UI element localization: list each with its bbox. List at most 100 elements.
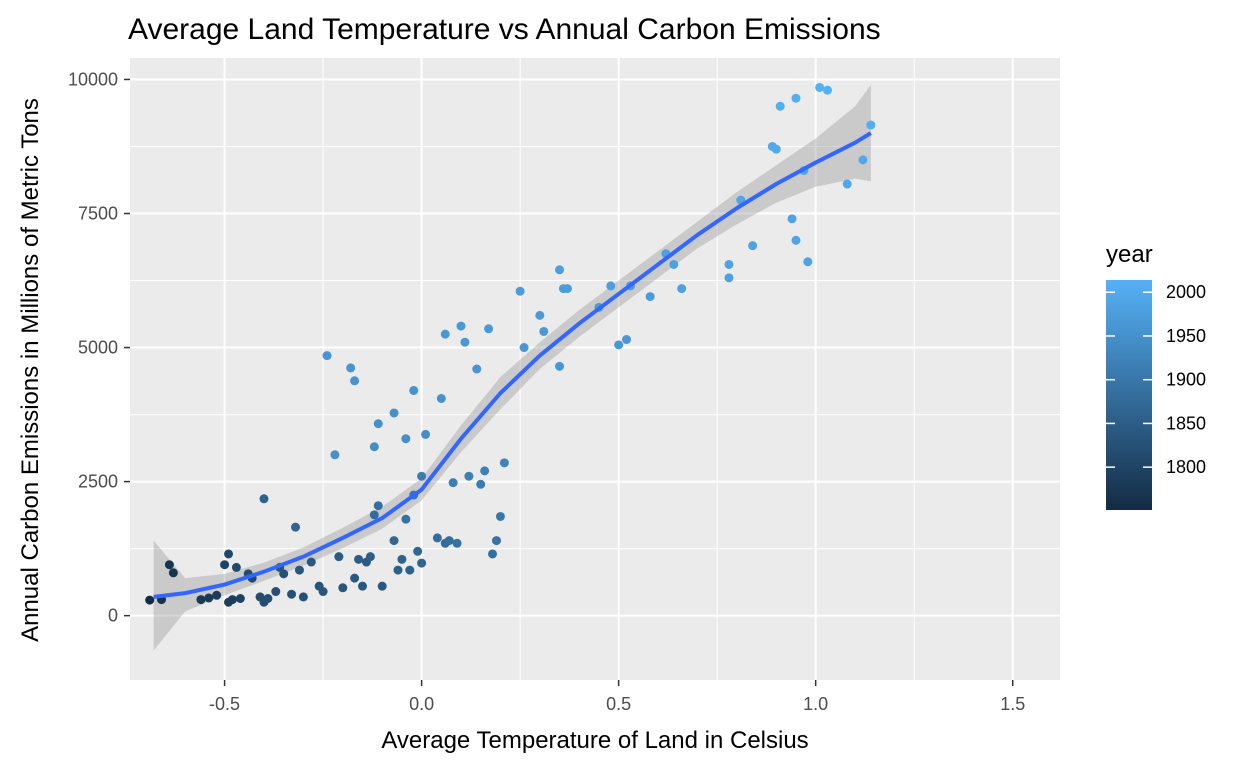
data-point — [788, 214, 797, 223]
data-point — [401, 434, 410, 443]
data-point — [354, 555, 363, 564]
data-point — [350, 574, 359, 583]
data-point — [555, 265, 564, 274]
data-point — [622, 335, 631, 344]
data-point — [263, 594, 272, 603]
data-point — [606, 281, 615, 290]
data-point — [539, 327, 548, 336]
data-point — [204, 593, 213, 602]
data-point — [319, 587, 328, 596]
data-point — [480, 466, 489, 475]
data-point — [453, 539, 462, 548]
data-point — [646, 292, 655, 301]
data-point — [279, 569, 288, 578]
data-point — [338, 583, 347, 592]
data-point — [464, 472, 473, 481]
data-point — [449, 478, 458, 487]
y-tick-label: 7500 — [78, 204, 118, 224]
data-point — [516, 287, 525, 296]
data-point — [669, 260, 678, 269]
data-point — [390, 536, 399, 545]
data-point — [259, 494, 268, 503]
data-point — [441, 330, 450, 339]
data-point — [220, 560, 229, 569]
data-point — [803, 257, 812, 266]
data-point — [476, 480, 485, 489]
data-point — [366, 552, 375, 561]
data-point — [500, 458, 509, 467]
data-point — [724, 273, 733, 282]
data-point — [472, 365, 481, 374]
data-point — [457, 322, 466, 331]
data-point — [815, 83, 824, 92]
x-tick-label: 1.5 — [1000, 694, 1025, 714]
data-point — [496, 512, 505, 521]
data-point — [236, 594, 245, 603]
data-point — [401, 515, 410, 524]
data-point — [858, 155, 867, 164]
data-point — [374, 419, 383, 428]
data-point — [421, 430, 430, 439]
data-point — [370, 442, 379, 451]
data-point — [196, 595, 205, 604]
data-point — [484, 324, 493, 333]
legend-tick-label: 1800 — [1166, 457, 1206, 477]
data-point — [299, 592, 308, 601]
legend-colorbar — [1106, 280, 1152, 510]
data-point — [323, 351, 332, 360]
data-point — [393, 566, 402, 575]
data-point — [555, 362, 564, 371]
data-point — [390, 408, 399, 417]
data-point — [437, 394, 446, 403]
y-axis: 0 2500 5000 7500 10000 — [68, 69, 130, 625]
y-tick-label: 5000 — [78, 338, 118, 358]
data-point — [866, 121, 875, 130]
data-point — [169, 568, 178, 577]
data-point — [823, 86, 832, 95]
data-point — [492, 536, 501, 545]
data-point — [614, 340, 623, 349]
data-point — [563, 284, 572, 293]
x-axis: -0.5 0.0 0.5 1.0 1.5 — [209, 680, 1025, 714]
legend-title: year — [1106, 241, 1153, 268]
data-point — [334, 552, 343, 561]
data-point — [433, 533, 442, 542]
data-point — [307, 558, 316, 567]
data-point — [791, 236, 800, 245]
x-tick-label: 0.5 — [606, 694, 631, 714]
data-point — [843, 180, 852, 189]
data-point — [330, 450, 339, 459]
x-tick-label: 1.0 — [803, 694, 828, 714]
data-point — [405, 566, 414, 575]
data-point — [677, 284, 686, 293]
data-point — [445, 536, 454, 545]
data-point — [165, 560, 174, 569]
legend-tick-label: 1850 — [1166, 413, 1206, 433]
data-point — [772, 145, 781, 154]
data-point — [228, 595, 237, 604]
data-point — [413, 547, 422, 556]
legend-tick-label: 2000 — [1166, 282, 1206, 302]
x-axis-title: Average Temperature of Land in Celsius — [381, 727, 808, 754]
y-tick-label: 10000 — [68, 69, 118, 89]
data-point — [791, 94, 800, 103]
data-point — [724, 260, 733, 269]
plot-panel — [130, 58, 1060, 680]
legend-tick-label: 1950 — [1166, 326, 1206, 346]
data-point — [748, 241, 757, 250]
data-point — [397, 555, 406, 564]
data-point — [145, 596, 154, 605]
legend: year 18001850190019502000 — [1106, 241, 1206, 510]
y-tick-label: 0 — [108, 606, 118, 626]
data-point — [224, 549, 233, 558]
y-tick-label: 2500 — [78, 472, 118, 492]
data-point — [520, 343, 529, 352]
data-point — [370, 510, 379, 519]
chart-title: Average Land Temperature vs Annual Carbo… — [128, 13, 881, 46]
data-point — [291, 523, 300, 532]
data-point — [346, 363, 355, 372]
data-point — [232, 563, 241, 572]
data-point — [271, 587, 280, 596]
data-point — [350, 376, 359, 385]
